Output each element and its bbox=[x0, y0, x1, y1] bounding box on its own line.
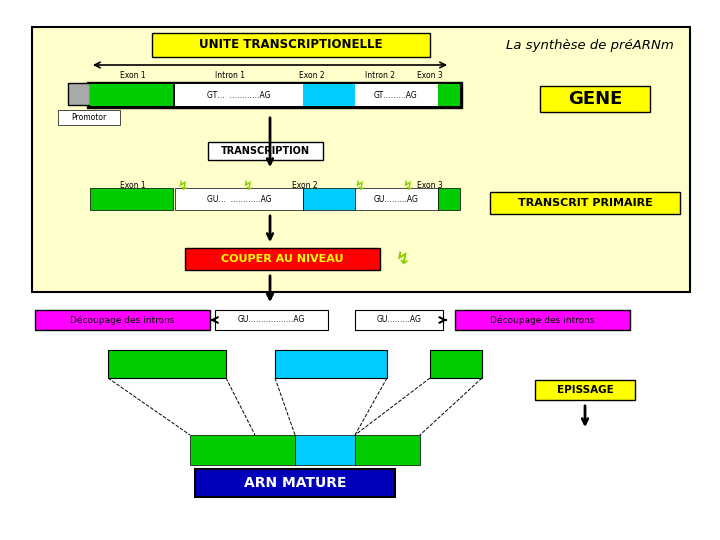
Bar bbox=[175, 188, 303, 210]
Bar bbox=[195, 469, 395, 497]
Bar bbox=[87, 82, 462, 108]
Text: ↯: ↯ bbox=[402, 179, 413, 192]
Bar bbox=[303, 188, 355, 210]
Text: Exon 1: Exon 1 bbox=[120, 71, 146, 80]
Text: ↯: ↯ bbox=[243, 179, 253, 192]
Bar bbox=[35, 310, 210, 330]
Text: EPISSAGE: EPISSAGE bbox=[557, 385, 613, 395]
Text: COUPER AU NIVEAU: COUPER AU NIVEAU bbox=[221, 254, 343, 264]
Bar bbox=[90, 188, 173, 210]
Bar bbox=[295, 435, 355, 465]
Text: Exon 3: Exon 3 bbox=[417, 71, 443, 80]
Bar bbox=[108, 350, 226, 378]
Bar bbox=[215, 310, 328, 330]
Text: ↯: ↯ bbox=[355, 179, 365, 192]
Bar bbox=[175, 84, 303, 106]
Text: GU………AG: GU………AG bbox=[377, 315, 421, 325]
Bar bbox=[355, 84, 438, 106]
Text: GENE: GENE bbox=[568, 90, 622, 108]
Text: Exon 1: Exon 1 bbox=[120, 181, 146, 191]
Bar bbox=[58, 110, 120, 125]
Bar bbox=[32, 27, 690, 292]
Bar bbox=[90, 84, 173, 106]
Text: GU………AG: GU………AG bbox=[374, 194, 418, 204]
Bar bbox=[455, 310, 630, 330]
Bar bbox=[355, 188, 438, 210]
Text: ↯: ↯ bbox=[396, 250, 410, 268]
Text: GT………AG: GT………AG bbox=[374, 91, 418, 99]
Bar bbox=[185, 248, 380, 270]
Text: ARN MATURE: ARN MATURE bbox=[244, 476, 346, 490]
Text: Intron 2: Intron 2 bbox=[365, 71, 395, 80]
Text: La synthèse de préARNm: La synthèse de préARNm bbox=[506, 38, 674, 51]
Bar bbox=[438, 84, 460, 106]
Bar bbox=[303, 84, 355, 106]
Text: Intron 1: Intron 1 bbox=[215, 71, 245, 80]
Text: ↯: ↯ bbox=[178, 179, 188, 192]
Bar bbox=[355, 310, 443, 330]
Text: Découpage des introns: Découpage des introns bbox=[490, 315, 594, 325]
Bar bbox=[190, 435, 295, 465]
Bar bbox=[535, 380, 635, 400]
Bar bbox=[152, 33, 430, 57]
Bar bbox=[438, 188, 460, 210]
Bar bbox=[490, 192, 680, 214]
Text: Promotor: Promotor bbox=[71, 112, 107, 122]
Text: TRANSCRIT PRIMAIRE: TRANSCRIT PRIMAIRE bbox=[518, 198, 652, 208]
Bar bbox=[540, 86, 650, 112]
Bar bbox=[68, 83, 90, 105]
Text: Exon 2: Exon 2 bbox=[300, 71, 325, 80]
Text: TRANSCRIPTION: TRANSCRIPTION bbox=[220, 146, 310, 156]
Text: Découpage des introns: Découpage des introns bbox=[70, 315, 174, 325]
Bar bbox=[430, 350, 482, 378]
Bar bbox=[275, 350, 387, 378]
Bar bbox=[355, 435, 420, 465]
Text: Exon 3: Exon 3 bbox=[417, 181, 443, 191]
Text: GU………………AG: GU………………AG bbox=[238, 315, 305, 325]
Text: Exon 2: Exon 2 bbox=[292, 181, 318, 191]
Bar bbox=[208, 142, 323, 160]
Text: UNITE TRANSCRIPTIONELLE: UNITE TRANSCRIPTIONELLE bbox=[199, 38, 383, 51]
Text: GU…  …………AG: GU… …………AG bbox=[207, 194, 271, 204]
Text: GT…  …………AG: GT… …………AG bbox=[207, 91, 271, 99]
